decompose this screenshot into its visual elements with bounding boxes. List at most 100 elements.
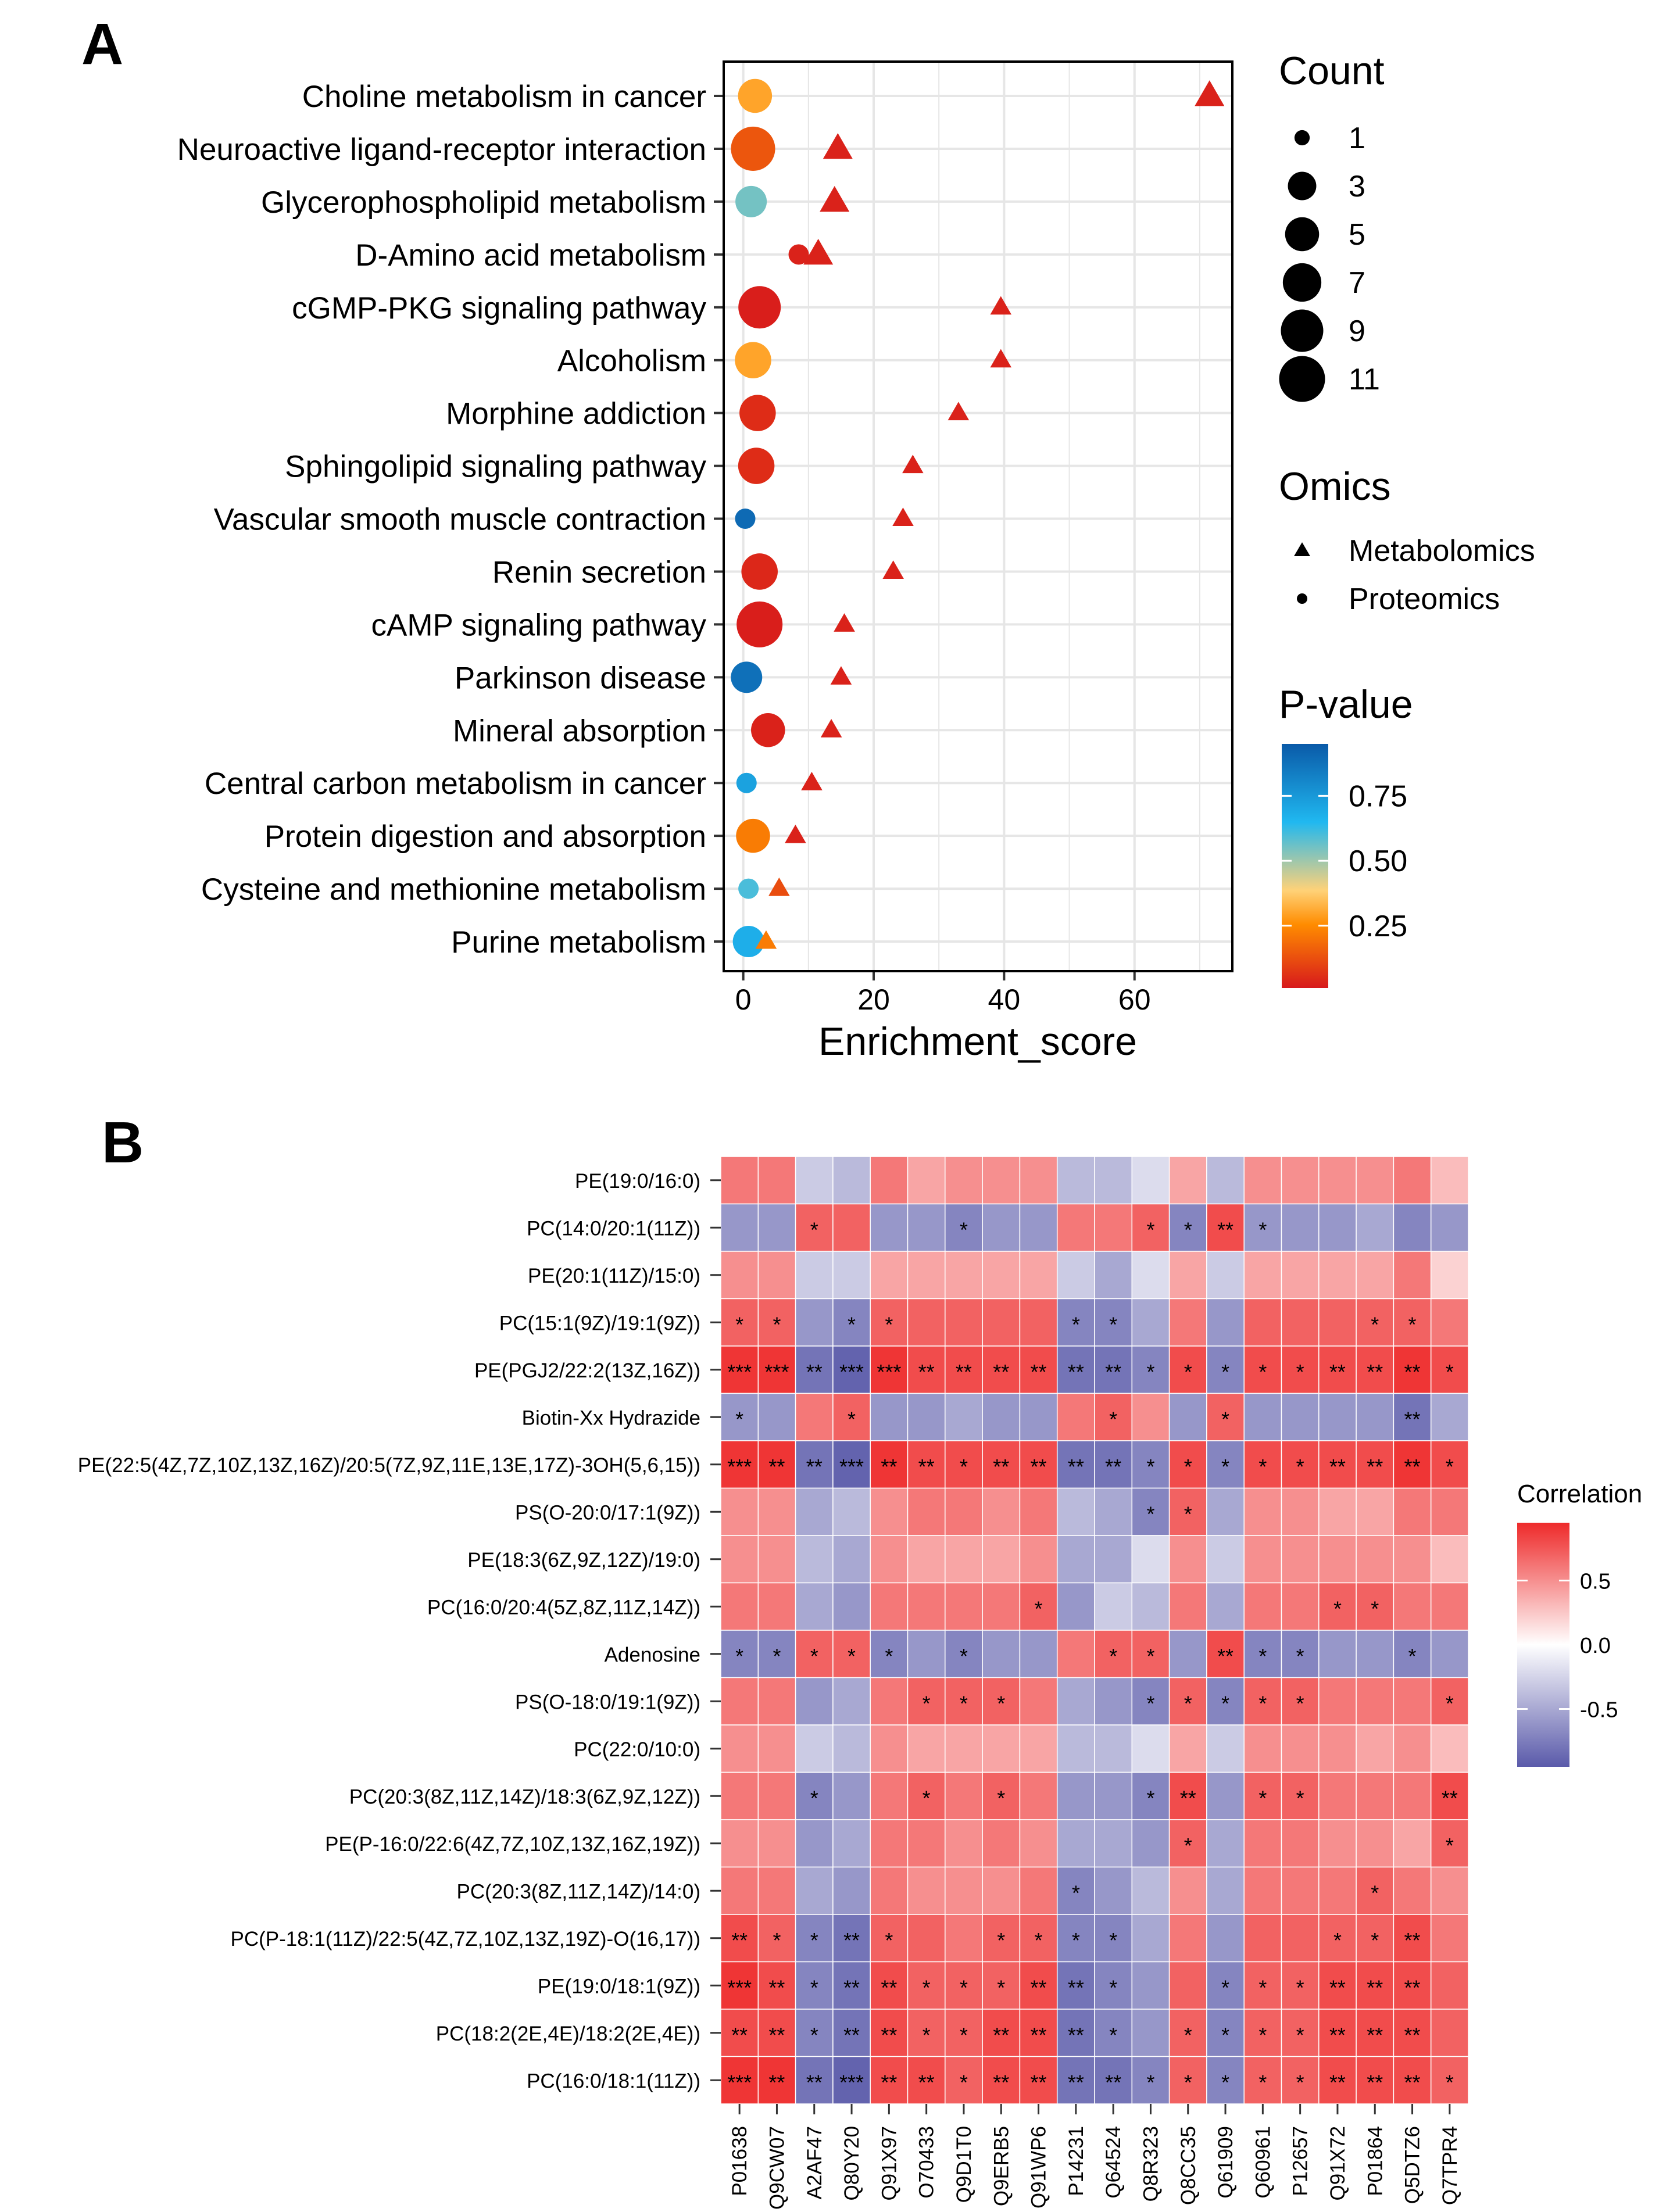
heatmap-column-label: Q64524: [1102, 2126, 1125, 2199]
heatmap-cell: [1131, 1677, 1170, 1726]
heatmap-cell: [757, 1251, 796, 1300]
heatmap-cell: [1393, 1535, 1432, 1584]
heatmap-cell: [1056, 2009, 1095, 2057]
heatmap-cell: [1281, 1298, 1320, 1347]
significance-star: *: [1035, 1597, 1043, 1620]
heatmap-cell: [945, 1251, 983, 1300]
heatmap-cell: [1168, 1819, 1207, 1868]
metabolomics-point: [820, 185, 850, 212]
proteomics-point: [739, 395, 776, 431]
heatmap-cell: [1206, 1487, 1245, 1536]
metabolomics-point: [755, 930, 777, 949]
heatmap-cell: [720, 1961, 759, 2010]
panel-a-label: A: [81, 12, 123, 77]
heatmap-cell: [757, 1203, 796, 1252]
significance-star: **: [1329, 2070, 1346, 2094]
heatmap-cell: [1056, 1393, 1095, 1441]
heatmap-cell: [1243, 1630, 1282, 1678]
heatmap-cell: [1094, 2009, 1133, 2057]
significance-star: *: [1184, 1834, 1192, 1857]
significance-star: **: [918, 1360, 935, 1384]
heatmap-row-label: PE(PGJ2/22:2(13Z,16Z)): [474, 1359, 700, 1382]
significance-star: *: [1258, 1975, 1267, 1999]
category-label: cGMP-PKG signaling pathway: [292, 291, 706, 325]
heatmap-row-label: PC(14:0/20:1(11Z)): [527, 1217, 700, 1240]
heatmap-cell: [1281, 1866, 1320, 1915]
heatmap-cell: [795, 1156, 834, 1205]
count-legend-label: 3: [1349, 170, 1365, 203]
heatmap-cell: [720, 1487, 759, 1536]
heatmap-cell: [1131, 1914, 1170, 1963]
heatmap-cell: [1019, 1771, 1058, 1820]
heatmap-cell: [1094, 2056, 1133, 2104]
heatmap-cell: [1243, 1866, 1282, 1915]
count-legend-dot: [1285, 217, 1320, 252]
significance-star: *: [1408, 1312, 1417, 1336]
significance-star: *: [810, 1975, 818, 1999]
heatmap-cell: [907, 1724, 946, 1773]
heatmap-cell: [1019, 1393, 1058, 1441]
significance-star: *: [960, 1455, 968, 1479]
heatmap-cell: [1206, 1156, 1245, 1205]
heatmap-cell: [1056, 1251, 1095, 1300]
significance-star: **: [1105, 2070, 1121, 2094]
heatmap-cell: [1281, 1961, 1320, 2010]
significance-star: *: [1258, 1786, 1267, 1810]
heatmap-cell: [1243, 1819, 1282, 1868]
significance-star: *: [1333, 1597, 1342, 1620]
heatmap-cell: [1356, 1535, 1395, 1584]
heatmap-cell: [1131, 1535, 1170, 1584]
category-label: Choline metabolism in cancer: [302, 80, 706, 114]
heatmap-cell: [1168, 1251, 1207, 1300]
proteomics-point: [735, 185, 767, 217]
significance-star: *: [1408, 1644, 1417, 1668]
heatmap-cell: [982, 2009, 1021, 2057]
heatmap-cells: [720, 1156, 1469, 2104]
heatmap-cell: [1356, 1487, 1395, 1536]
heatmap-cell: [1430, 1866, 1469, 1915]
heatmap-cell: [832, 1630, 871, 1678]
category-label: Vascular smooth muscle contraction: [214, 503, 706, 537]
heatmap-cell: [1094, 1961, 1133, 2010]
heatmap-significance: * * * * ** ** * * * * * * **** *** ** *** *** ** ** ** ** ** *…: [727, 1218, 1458, 2094]
metabolomics-point: [1195, 80, 1225, 106]
heatmap-cell: [1056, 1677, 1095, 1726]
heatmap-cell: [982, 2056, 1021, 2104]
significance-star: *: [773, 1644, 781, 1668]
heatmap-cell: [1243, 2009, 1282, 2057]
significance-star: **: [843, 1928, 860, 1952]
significance-star: *: [810, 2023, 818, 2047]
significance-star: **: [881, 1455, 897, 1479]
proteomics-point: [751, 713, 785, 747]
significance-star: **: [843, 2023, 860, 2047]
heatmap-cell: [1168, 1156, 1207, 1205]
heatmap-cell: [870, 1535, 909, 1584]
omics-legend-label: Metabolomics: [1349, 534, 1535, 568]
heatmap-cell: [1281, 1156, 1320, 1205]
heatmap-cell: [1168, 1203, 1207, 1252]
significance-star: *: [1296, 1691, 1304, 1715]
heatmap-cell: [945, 1819, 983, 1868]
heatmap-cell: [1281, 1677, 1320, 1726]
triangle-icon: [1294, 542, 1310, 556]
proteomics-point: [788, 244, 809, 265]
proteomics-point: [736, 818, 770, 853]
heatmap-cell: [945, 1724, 983, 1773]
metabolomics-point: [768, 877, 790, 896]
significance-star: *: [773, 1312, 781, 1336]
heatmap-cell: [907, 1251, 946, 1300]
heatmap-cell: [832, 1677, 871, 1726]
heatmap-cell: [982, 1819, 1021, 1868]
significance-star: **: [993, 1455, 1009, 1479]
heatmap-cell: [1243, 1298, 1282, 1347]
significance-star: **: [1217, 1218, 1233, 1241]
heatmap-cell: [1206, 1582, 1245, 1631]
heatmap-row-label: PC(20:3(8Z,11Z,14Z)/14:0): [456, 1880, 700, 1903]
significance-star: **: [1404, 2023, 1421, 2047]
heatmap-cell: [1430, 2056, 1469, 2104]
heatmap-cell: [1206, 1819, 1245, 1868]
count-legend-dot: [1282, 263, 1322, 302]
heatmap-cell: [1318, 1677, 1357, 1726]
heatmap-cell: [1430, 1630, 1469, 1678]
heatmap-cell: [1094, 1203, 1133, 1252]
